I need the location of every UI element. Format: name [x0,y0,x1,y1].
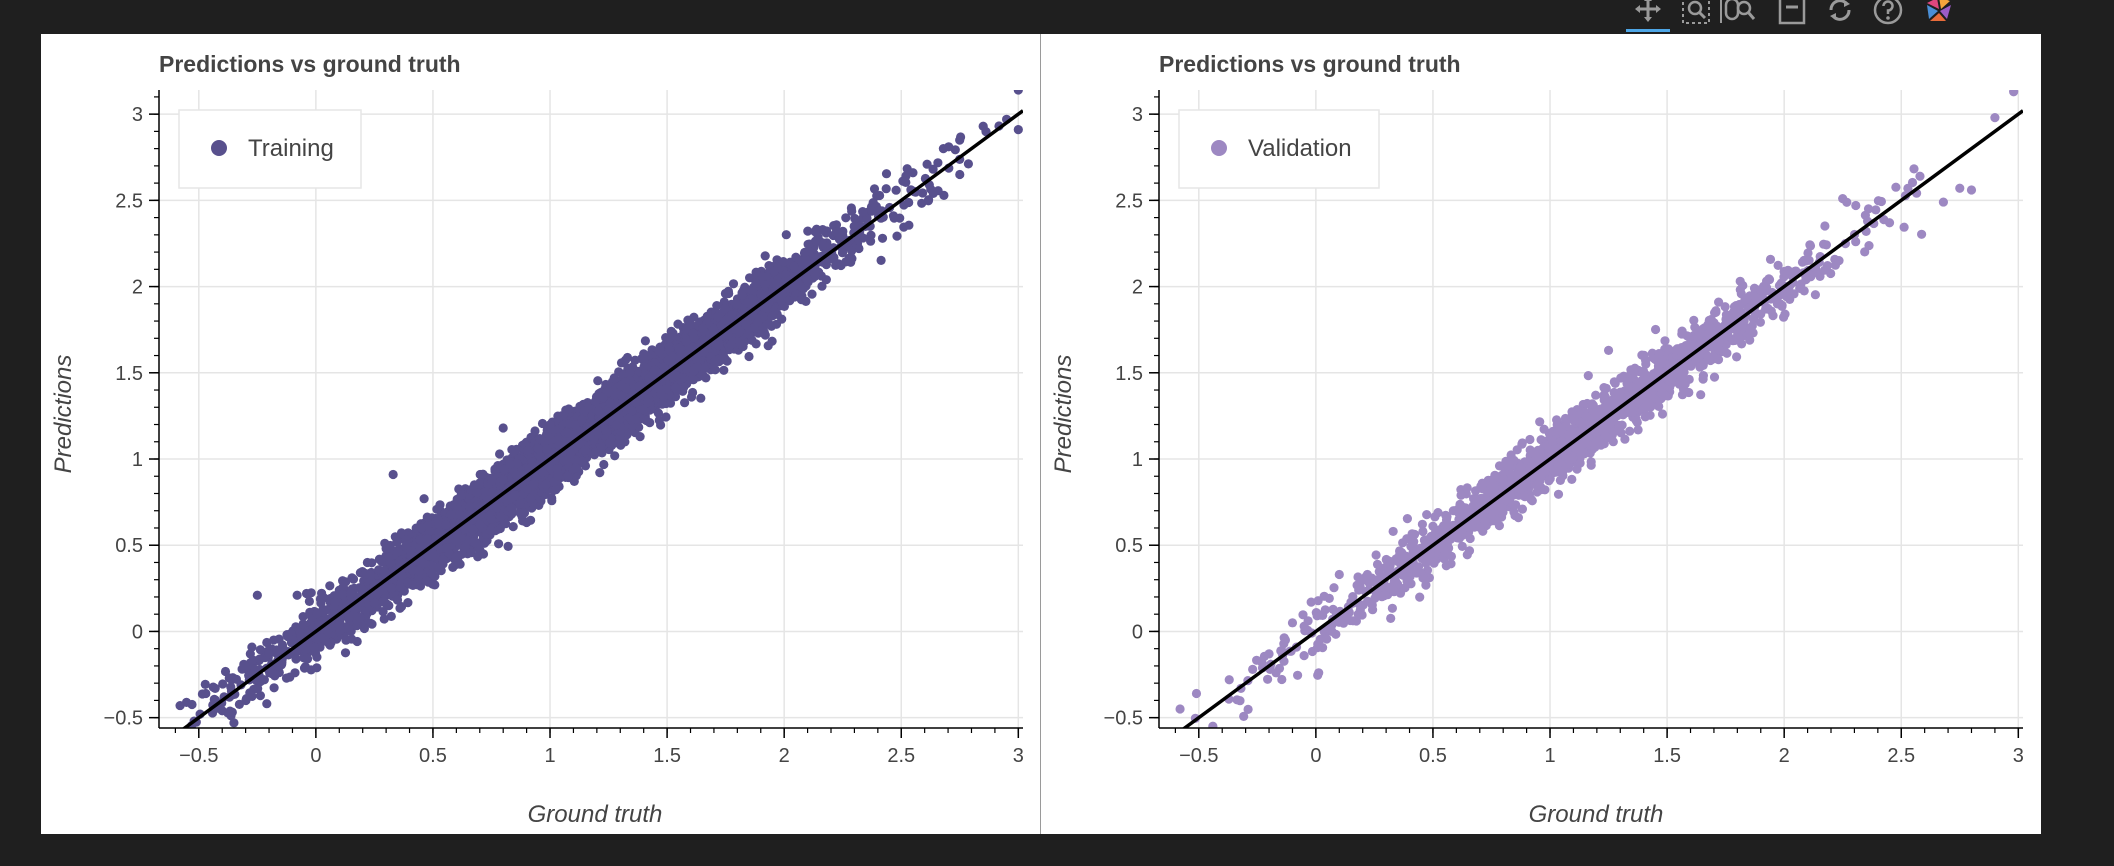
data-point [955,135,965,145]
data-point [836,260,846,271]
data-point [841,213,851,223]
data-point [495,449,505,459]
data-point [494,539,504,549]
data-point [620,355,631,365]
data-point [262,699,272,709]
data-point [304,596,314,607]
data-point [262,637,272,648]
data-point [378,607,388,617]
data-point [340,648,351,658]
data-point [744,351,754,362]
data-point [503,541,513,551]
data-point [530,426,540,436]
data-point [719,365,729,375]
data-point [241,694,252,704]
data-point [312,663,322,673]
data-point [822,226,832,236]
help-icon[interactable] [1866,0,1910,32]
data-point [547,496,557,506]
data-point [803,226,813,236]
data-point [892,231,902,241]
data-point [924,195,934,205]
plot-divider [1040,34,1041,834]
data-point [710,365,720,375]
data-point [226,682,236,692]
data-point [760,251,770,261]
data-point [419,494,429,504]
data-point [963,159,974,169]
data-point [895,213,905,223]
data-point [338,582,348,592]
data-point [396,602,407,612]
data-point [432,504,442,514]
data-point [210,731,219,740]
training-scatter-plot[interactable]: −0.500.511.522.53−0.5 0 0.5 1 1.5 2 2.5 3 Predi… [41,34,1040,834]
data-point [680,398,690,408]
data-point [599,459,609,470]
data-point [253,683,263,694]
data-point [255,691,265,701]
data-point [166,730,175,739]
data-point [509,446,519,457]
data-point [933,186,943,196]
data-point [901,177,911,187]
data-point [239,659,249,669]
data-point [537,418,548,429]
data-point [169,744,178,753]
plot-canvas [41,34,2041,834]
pan-icon[interactable] [1626,0,1670,32]
data-point [928,164,938,174]
data-point [781,230,791,240]
data-point [269,683,279,693]
data-point [881,184,891,194]
data-point [200,679,210,690]
data-point [876,255,886,265]
data-point [291,654,301,664]
data-point [745,273,755,283]
data-point [850,213,860,224]
data-point [712,301,722,311]
data-point [347,634,357,644]
data-point [298,612,308,622]
data-point [218,679,228,689]
data-point [881,169,892,179]
data-point [918,188,928,198]
data-point [187,699,197,710]
data-point [563,471,573,481]
data-point [595,468,605,478]
wheel-zoom-icon[interactable] [1716,0,1760,32]
data-point [551,485,561,495]
data-point [366,618,376,629]
data-point [386,611,396,622]
data-point [325,581,335,591]
plot-toolbar [1610,0,2030,34]
data-point [303,654,313,664]
data-point [747,335,757,345]
data-point [265,668,275,678]
data-point [899,222,909,232]
data-point [763,341,773,351]
data-point [640,336,651,346]
data-point [891,185,901,195]
data-point [673,319,683,329]
data-point [610,451,620,461]
data-point [807,289,817,299]
data-point [653,408,664,418]
save-icon[interactable] [1770,0,1814,32]
reset-icon[interactable] [1818,0,1862,32]
data-point [255,645,265,655]
data-point [904,197,914,208]
box-zoom-icon[interactable] [1674,0,1718,32]
bokeh-logo-icon[interactable] [1916,0,1960,32]
data-point [688,387,698,398]
